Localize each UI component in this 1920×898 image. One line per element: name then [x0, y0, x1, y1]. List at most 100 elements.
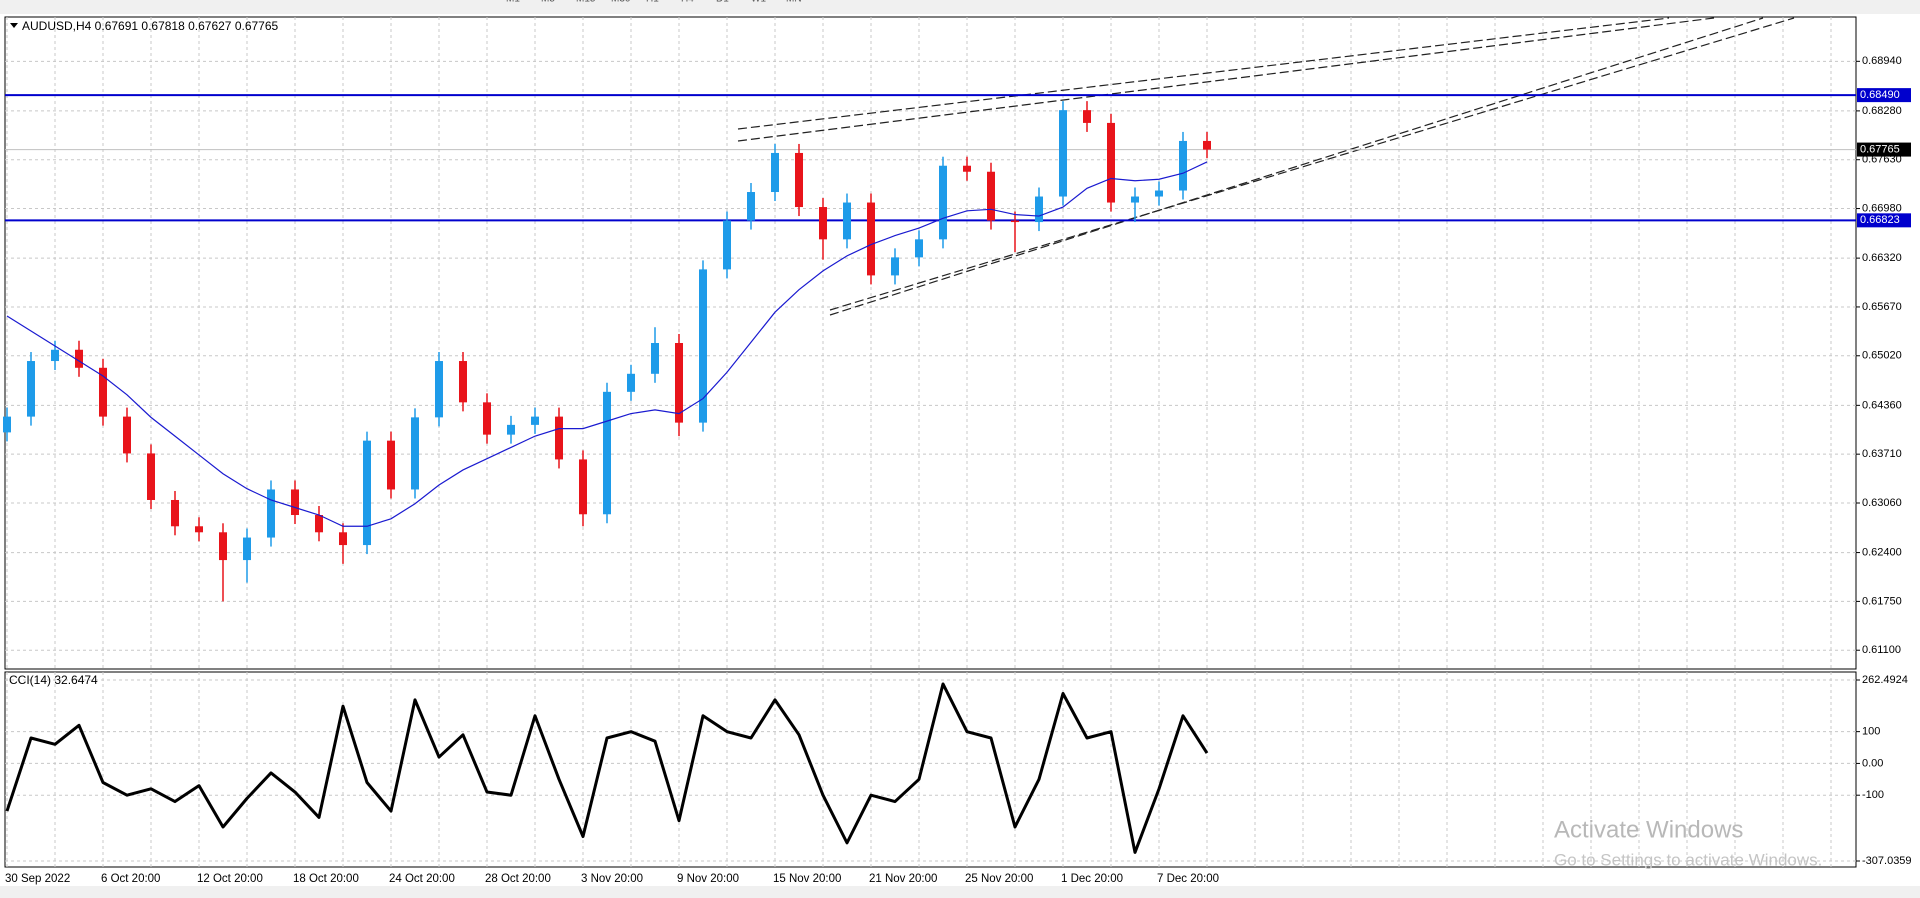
candle-body [243, 537, 251, 561]
x-tick-label: 15 Nov 20:00 [773, 873, 841, 885]
x-tick-label: 3 Nov 20:00 [581, 873, 643, 885]
x-tick-label: 24 Oct 20:00 [389, 873, 455, 885]
moving-average [6, 161, 1208, 527]
candle-body [1011, 220, 1019, 223]
x-tick-label: 21 Nov 20:00 [869, 873, 937, 885]
timeframe-button[interactable]: H1 [646, 0, 659, 5]
timeframe-button[interactable]: W1 [751, 0, 766, 5]
trend-line [829, 17, 1764, 316]
y-tick-label: 0.65670 [1862, 301, 1902, 313]
timeframe-button[interactable]: M15 [576, 0, 596, 5]
candle-body [891, 257, 899, 276]
y-tick-label: 0.68280 [1862, 105, 1902, 117]
candle-body [147, 453, 155, 500]
price-label-box [1857, 213, 1911, 228]
candle-body [531, 416, 539, 425]
price-label: 0.67765 [1860, 143, 1900, 155]
candle-body [435, 361, 443, 418]
candle-body [339, 532, 347, 546]
cci-pane [4, 671, 1857, 868]
trend-line [737, 17, 1715, 142]
candle-body [579, 459, 587, 515]
candle-body [51, 349, 59, 362]
price-label-box [1857, 88, 1911, 103]
y-tick-label: 0.00 [1862, 757, 1883, 769]
candle-body [123, 416, 131, 454]
y-tick-label: 0.64360 [1862, 399, 1902, 411]
candle-body [987, 171, 995, 221]
toolbar [0, 0, 1920, 14]
y-tick-label: 0.68940 [1862, 55, 1902, 67]
y-tick-label: 0.67630 [1862, 154, 1902, 166]
x-tick-label: 7 Dec 20:00 [1157, 873, 1219, 885]
candle-body [483, 402, 491, 435]
timeframe-button[interactable]: H4 [681, 0, 694, 5]
candle-body [627, 373, 635, 392]
candle-body [387, 440, 395, 490]
candle-body [1179, 140, 1187, 191]
y-tick-label: 0.61100 [1862, 644, 1901, 656]
x-tick-label: 28 Oct 20:00 [485, 873, 551, 885]
candle-body [747, 192, 755, 221]
candle-body [411, 417, 419, 490]
timeframe-button[interactable]: M1 [506, 0, 520, 5]
candle-body [507, 424, 515, 435]
watermark-subtitle: Go to Settings to activate Windows. [1554, 850, 1822, 869]
trend-lines [737, 17, 1795, 316]
x-tick-label: 6 Oct 20:00 [101, 873, 160, 885]
candle-body [171, 499, 179, 527]
candle-body [675, 343, 683, 423]
candle-body [699, 269, 707, 423]
candle-body [363, 440, 371, 546]
x-tick-label: 25 Nov 20:00 [965, 873, 1033, 885]
x-tick-label: 12 Oct 20:00 [197, 873, 263, 885]
candle-body [219, 532, 227, 561]
title-arrow [10, 23, 18, 28]
price-label: 0.66823 [1860, 214, 1900, 226]
y-tick-label: 0.63710 [1862, 448, 1902, 460]
y-tick-label: -100 [1862, 789, 1884, 801]
candle-body [723, 220, 731, 270]
main-pane [4, 16, 1857, 670]
x-tick-label: 1 Dec 20:00 [1061, 873, 1123, 885]
candle-body [915, 239, 923, 258]
y-tick-label: 0.65020 [1862, 350, 1902, 362]
timeframe-button[interactable]: MN [786, 0, 802, 5]
candle-body [795, 152, 803, 208]
y-tick-label: 262.4924 [1862, 674, 1908, 686]
y-tick-label: 100 [1862, 726, 1880, 738]
tab-strip [0, 886, 1920, 898]
candle-body [555, 416, 563, 460]
candle-body [459, 361, 467, 403]
candle-body [1131, 196, 1139, 203]
timeframe-button[interactable]: M30 [611, 0, 631, 5]
y-tick-label: 0.62400 [1862, 546, 1902, 558]
candle-body [651, 343, 659, 374]
grid-layer [5, 17, 1856, 867]
y-tick-label: 0.63060 [1862, 497, 1902, 509]
candle-body [867, 202, 875, 276]
watermark-title: Activate Windows [1554, 816, 1743, 843]
x-tick-label: 9 Nov 20:00 [677, 873, 739, 885]
trend-line [737, 17, 1670, 130]
y-tick-label: 0.66980 [1862, 202, 1902, 214]
price-label-box [1857, 142, 1911, 157]
candle-body [3, 416, 11, 433]
candle-body [771, 152, 779, 193]
timeframe-button[interactable]: D1 [716, 0, 729, 5]
indicator-title: CCI(14) 32.6474 [9, 673, 98, 687]
x-tick-label: 18 Oct 20:00 [293, 873, 359, 885]
candle-body [1203, 140, 1211, 150]
y-tick-label: 0.66320 [1862, 252, 1902, 264]
price-label: 0.68490 [1860, 89, 1900, 101]
candle-body [819, 207, 827, 240]
candle-body [267, 489, 275, 538]
candle-body [963, 165, 971, 172]
indicator-line [5, 682, 1209, 854]
candle-body [315, 515, 323, 533]
trend-line [829, 17, 1795, 311]
timeframe-button[interactable]: M5 [541, 0, 555, 5]
candle-body [843, 202, 851, 240]
chart-title: AUDUSD,H4 0.67691 0.67818 0.67627 0.6776… [22, 19, 279, 33]
